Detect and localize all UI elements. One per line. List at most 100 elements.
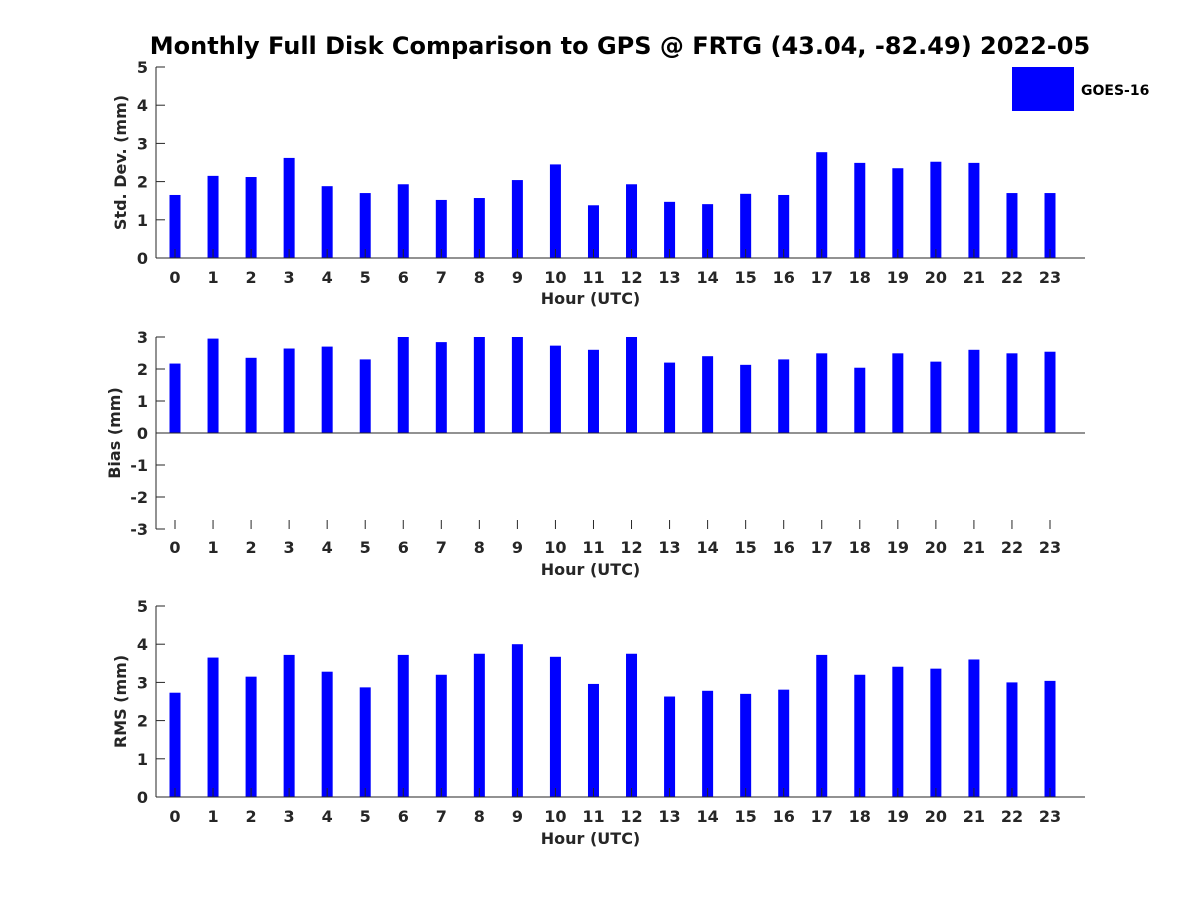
std-dev-x-tick-label: 17 <box>811 268 833 287</box>
std-dev-bar-hour-7 <box>435 199 447 258</box>
std-dev-bar-hour-17 <box>816 152 828 258</box>
bias-bar-hour-8 <box>473 337 485 433</box>
std-dev-bar-hour-5 <box>359 193 371 258</box>
bias-bar-hour-22 <box>1006 353 1018 433</box>
rms-y-tick-label: 1 <box>137 750 148 769</box>
bias-x-tick-label: 4 <box>322 538 333 557</box>
std-dev-bar-hour-22 <box>1006 193 1018 258</box>
bias-bar-hour-11 <box>587 349 599 433</box>
std-dev-x-tick-label: 15 <box>735 268 757 287</box>
bias-bar-hour-9 <box>511 337 523 433</box>
rms-x-tick-label: 21 <box>963 807 985 826</box>
std-dev-x-tick-label: 4 <box>322 268 333 287</box>
bias-x-tick-label: 17 <box>811 538 833 557</box>
rms-x-tick-label: 14 <box>696 807 718 826</box>
bias-x-tick-label: 5 <box>360 538 371 557</box>
rms-bar-hour-15 <box>740 693 752 797</box>
rms-x-tick-label: 9 <box>512 807 523 826</box>
rms-x-tick-label: 19 <box>887 807 909 826</box>
bias-bar-hour-19 <box>892 353 904 433</box>
std-dev-bar-hour-4 <box>321 186 333 258</box>
std-dev-x-tick-label: 9 <box>512 268 523 287</box>
rms-x-tick-label: 6 <box>398 807 409 826</box>
std-dev-bar-hour-15 <box>740 193 752 258</box>
std-dev-x-tick-label: 2 <box>246 268 257 287</box>
bias-bar-hour-15 <box>740 364 752 433</box>
bias-x-axis-label: Hour (UTC) <box>541 560 641 579</box>
bias-x-tick-label: 16 <box>773 538 795 557</box>
bias-bar-hour-4 <box>321 346 333 433</box>
bias-x-tick-label: 23 <box>1039 538 1061 557</box>
bias-bar-hour-6 <box>397 337 409 433</box>
bias-x-tick-label: 0 <box>169 538 180 557</box>
bias-x-tick-label: 22 <box>1001 538 1023 557</box>
std-dev-bar-hour-1 <box>207 175 219 258</box>
bias-y-axis-label: Bias (mm) <box>105 387 124 479</box>
legend-label: GOES-16 <box>1081 83 1149 99</box>
rms-bar-hour-16 <box>778 689 790 797</box>
bias-x-tick-label: 13 <box>658 538 680 557</box>
std-dev-bar-hour-19 <box>892 168 904 258</box>
rms-x-tick-label: 17 <box>811 807 833 826</box>
std-dev-bar-hour-13 <box>664 201 676 258</box>
rms-bar-hour-2 <box>245 676 257 797</box>
std-dev-x-tick-label: 1 <box>207 268 218 287</box>
bias-bar-hour-18 <box>854 367 866 433</box>
bias-bar-hour-14 <box>702 356 714 433</box>
rms-x-tick-label: 15 <box>735 807 757 826</box>
bias-x-tick-label: 3 <box>284 538 295 557</box>
rms-bar-hour-7 <box>435 674 447 797</box>
std-dev-x-tick-label: 3 <box>284 268 295 287</box>
std-dev-x-tick-label: 21 <box>963 268 985 287</box>
rms-bar-hour-13 <box>664 696 676 797</box>
rms-x-tick-label: 22 <box>1001 807 1023 826</box>
bias-x-tick-label: 7 <box>436 538 447 557</box>
bias-bar-hour-20 <box>930 361 942 433</box>
rms-x-tick-label: 16 <box>773 807 795 826</box>
rms-x-tick-label: 12 <box>620 807 642 826</box>
bias-bar-hour-7 <box>435 342 447 433</box>
bias-bar-hour-12 <box>626 337 638 433</box>
chart-title: Monthly Full Disk Comparison to GPS @ FR… <box>150 32 1090 60</box>
bias-bar-hour-21 <box>968 349 980 433</box>
std-dev-x-tick-label: 5 <box>360 268 371 287</box>
rms-bar-hour-3 <box>283 654 295 797</box>
rms-x-tick-label: 2 <box>246 807 257 826</box>
rms-x-tick-label: 13 <box>658 807 680 826</box>
rms-x-axis-label: Hour (UTC) <box>541 829 641 848</box>
legend: GOES-16 <box>1012 67 1149 111</box>
bias-y-tick-label: 2 <box>137 360 148 379</box>
bias-x-tick-label: 14 <box>696 538 718 557</box>
std-dev-x-tick-label: 12 <box>620 268 642 287</box>
std-dev-bar-hour-0 <box>169 194 181 258</box>
rms-bar-hour-6 <box>397 654 409 797</box>
bias-y-tick-label: 1 <box>137 392 148 411</box>
bias-x-tick-label: 2 <box>246 538 257 557</box>
rms-bar-hour-0 <box>169 692 181 797</box>
rms-x-tick-label: 3 <box>284 807 295 826</box>
std-dev-bar-hour-11 <box>587 205 599 258</box>
rms-y-tick-label: 0 <box>137 788 148 807</box>
std-dev-bar-hour-16 <box>778 194 790 258</box>
rms-bar-hour-23 <box>1044 680 1056 797</box>
bias-y-tick-label: -1 <box>130 456 148 475</box>
std-dev-bar-hour-21 <box>968 162 980 258</box>
rms-bar-hour-10 <box>549 656 561 797</box>
std-dev-y-tick-label: 2 <box>137 173 148 192</box>
bias-y-tick-label: -3 <box>130 520 148 539</box>
bias-x-tick-label: 19 <box>887 538 909 557</box>
rms-x-tick-label: 11 <box>582 807 604 826</box>
bias-bar-hour-16 <box>778 359 790 433</box>
rms-x-tick-label: 4 <box>322 807 333 826</box>
rms-x-tick-label: 23 <box>1039 807 1061 826</box>
rms-x-tick-label: 10 <box>544 807 566 826</box>
bias-x-tick-label: 10 <box>544 538 566 557</box>
rms-x-tick-label: 0 <box>169 807 180 826</box>
std-dev-bar-hour-18 <box>854 162 866 258</box>
bias-x-tick-label: 1 <box>207 538 218 557</box>
rms-x-tick-label: 7 <box>436 807 447 826</box>
